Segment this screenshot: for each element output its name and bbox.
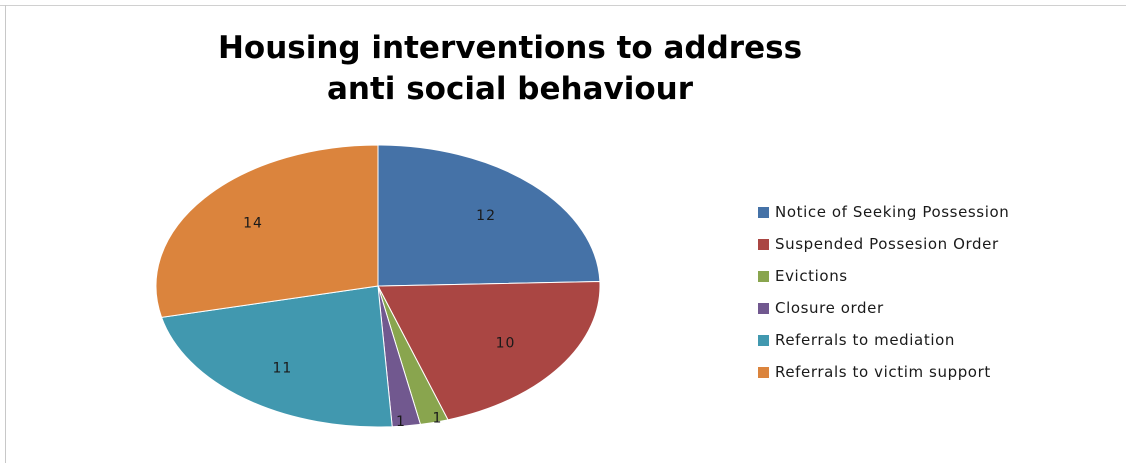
chart-border-top [0, 5, 1126, 6]
data-label-1: 12 [476, 208, 496, 224]
legend-item-2: Suspended Possesion Order [758, 228, 1118, 260]
chart-border-left [5, 5, 6, 463]
pie-slice-5 [160, 285, 393, 428]
data-label-4: 1 [396, 414, 406, 430]
legend-swatch-2 [758, 238, 769, 250]
legend-swatch-6 [758, 366, 769, 378]
legend-label-3: Evictions [775, 267, 848, 285]
legend-label-4: Closure order [775, 299, 884, 317]
legend-item-5: Referrals to mediation [758, 324, 1118, 356]
legend-item-4: Closure order [758, 292, 1118, 324]
chart-title-line-1: Housing interventions to address [217, 30, 803, 66]
legend-item-6: Referrals to victim support [758, 356, 1118, 388]
data-label-3: 1 [433, 411, 443, 427]
chart-legend: Notice of Seeking Possession Suspended Po… [758, 196, 1118, 388]
legend-label-2: Suspended Possesion Order [775, 235, 999, 253]
legend-label-6: Referrals to victim support [775, 363, 991, 381]
legend-swatch-5 [758, 334, 769, 346]
legend-item-3: Evictions [758, 260, 1118, 292]
data-label-6: 14 [243, 216, 263, 232]
data-label-5: 11 [272, 360, 292, 376]
legend-swatch-4 [758, 302, 769, 314]
chart-title: Housing interventions to address anti so… [150, 28, 870, 110]
legend-label-1: Notice of Seeking Possession [775, 203, 1010, 221]
legend-label-5: Referrals to mediation [775, 331, 955, 349]
pie-slice-6 [155, 144, 379, 318]
legend-swatch-1 [758, 206, 769, 218]
pie-slice-2 [377, 280, 601, 421]
pie-slice-1 [377, 144, 601, 287]
legend-swatch-3 [758, 270, 769, 282]
chart-title-line-2: anti social behaviour [326, 71, 693, 107]
data-label-2: 10 [496, 336, 516, 352]
legend-item-1: Notice of Seeking Possession [758, 196, 1118, 228]
